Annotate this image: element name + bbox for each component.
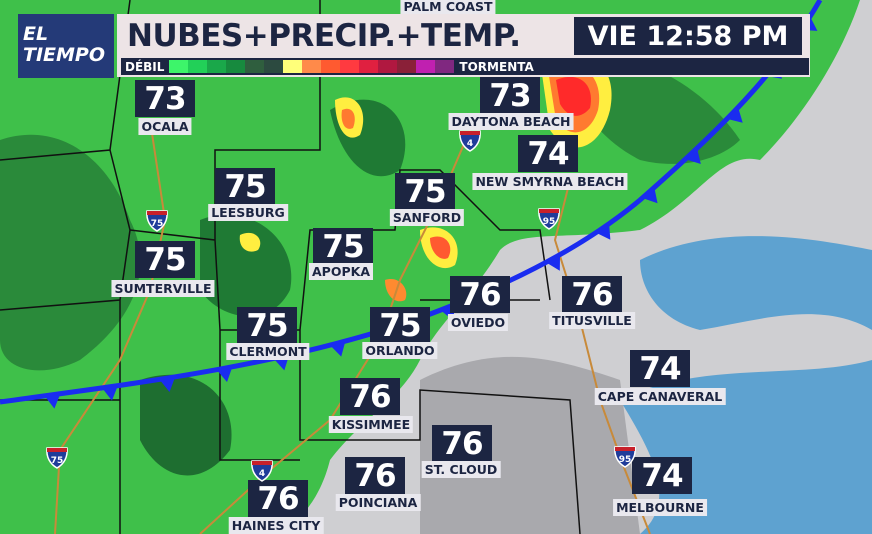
- city-name: TITUSVILLE: [549, 312, 635, 329]
- temperature-box: 76: [562, 276, 622, 313]
- city-name: LEESBURG: [208, 204, 288, 221]
- legend-swatch: [378, 60, 398, 73]
- svg-text:4: 4: [259, 469, 265, 479]
- precip-legend: DÉBIL TORMENTA: [121, 58, 809, 75]
- city-name: ORLANDO: [362, 342, 438, 359]
- legend-swatch: [188, 60, 208, 73]
- temperature-box: 76: [340, 378, 400, 415]
- legend-swatch: [245, 60, 265, 73]
- temperature-box: 75: [215, 168, 275, 205]
- temperature-box: 74: [518, 135, 578, 172]
- temperature-box: 74: [630, 350, 690, 387]
- svg-text:4: 4: [467, 139, 473, 149]
- clouds-dark: [420, 356, 640, 534]
- svg-text:95: 95: [543, 217, 556, 227]
- interstate-shield-icon: 4: [250, 458, 274, 482]
- temperature-box: 73: [480, 77, 540, 114]
- legend-swatch: [435, 60, 455, 73]
- city-name: DAYTONA BEACH: [448, 113, 574, 130]
- legend-swatch: [302, 60, 322, 73]
- temperature-box: 73: [135, 80, 195, 117]
- legend-swatch: [321, 60, 341, 73]
- city-name: PALM COAST: [400, 0, 496, 15]
- legend-swatch: [169, 60, 189, 73]
- page-title: NUBES+PRECIP.+TEMP.: [127, 18, 521, 54]
- interstate-shield-icon: 95: [613, 444, 637, 468]
- time-display: VIE 12:58 PM: [574, 17, 802, 55]
- header-bar: NUBES+PRECIP.+TEMP. VIE 12:58 PM DÉBIL T…: [117, 14, 810, 77]
- cold-front-barb: [216, 366, 233, 383]
- temperature-box: 75: [370, 307, 430, 344]
- cold-front-barb: [642, 187, 658, 204]
- city-name: NEW SMYRNA BEACH: [472, 173, 628, 190]
- city-name: ST. CLOUD: [421, 461, 501, 478]
- legend-swatch: [416, 60, 436, 73]
- temperature-box: 75: [313, 228, 373, 265]
- temperature-box: 76: [345, 457, 405, 494]
- cold-front-barb: [102, 385, 118, 401]
- cold-front-barb: [727, 107, 743, 123]
- temperature-box: 75: [395, 173, 455, 210]
- legend-swatch: [264, 60, 284, 73]
- legend-swatch: [359, 60, 379, 73]
- svg-text:95: 95: [619, 455, 632, 465]
- legend-swatch: [207, 60, 227, 73]
- interstate-shield-icon: 75: [145, 208, 169, 232]
- logo-line-2: TIEMPO: [23, 44, 105, 66]
- city-name: SANFORD: [389, 209, 465, 226]
- cold-front-barb: [159, 376, 176, 392]
- temperature-box: 76: [450, 276, 510, 313]
- cold-front-barb: [685, 148, 701, 164]
- legend-swatch: [397, 60, 417, 73]
- city-name: POINCIANA: [335, 494, 421, 511]
- svg-text:75: 75: [151, 219, 164, 229]
- logo-line-1: EL: [23, 23, 49, 45]
- interstate-shield-icon: 95: [537, 206, 561, 230]
- legend-swatch: [226, 60, 246, 73]
- temperature-box: 75: [135, 241, 195, 278]
- city-name: CLERMONT: [226, 343, 310, 360]
- city-name: CAPE CANAVERAL: [594, 388, 726, 405]
- city-name: KISSIMMEE: [328, 416, 414, 433]
- city-name: MELBOURNE: [613, 499, 707, 516]
- city-name: APOPKA: [309, 263, 373, 280]
- temperature-box: 74: [632, 457, 692, 494]
- temperature-box: 76: [432, 425, 492, 462]
- cold-front-barb: [44, 393, 61, 409]
- legend-low-label: DÉBIL: [125, 59, 165, 74]
- interstate-shield-icon: 75: [45, 445, 69, 469]
- el-tiempo-logo: EL TIEMPO: [18, 14, 114, 78]
- city-name: OCALA: [138, 118, 192, 135]
- cold-front-barb: [329, 341, 346, 357]
- interstate-shield-icon: 4: [458, 128, 482, 152]
- city-name: HAINES CITY: [228, 517, 324, 534]
- legend-swatch: [283, 60, 303, 73]
- legend-swatch: [340, 60, 360, 73]
- temperature-box: 76: [248, 480, 308, 517]
- legend-high-label: TORMENTA: [459, 59, 534, 74]
- svg-text:75: 75: [51, 456, 64, 466]
- temperature-box: 75: [237, 307, 297, 344]
- city-name: OVIEDO: [447, 314, 509, 331]
- cold-front-barb: [546, 254, 561, 271]
- cold-front-barb: [595, 223, 611, 240]
- city-name: SUMTERVILLE: [111, 280, 215, 297]
